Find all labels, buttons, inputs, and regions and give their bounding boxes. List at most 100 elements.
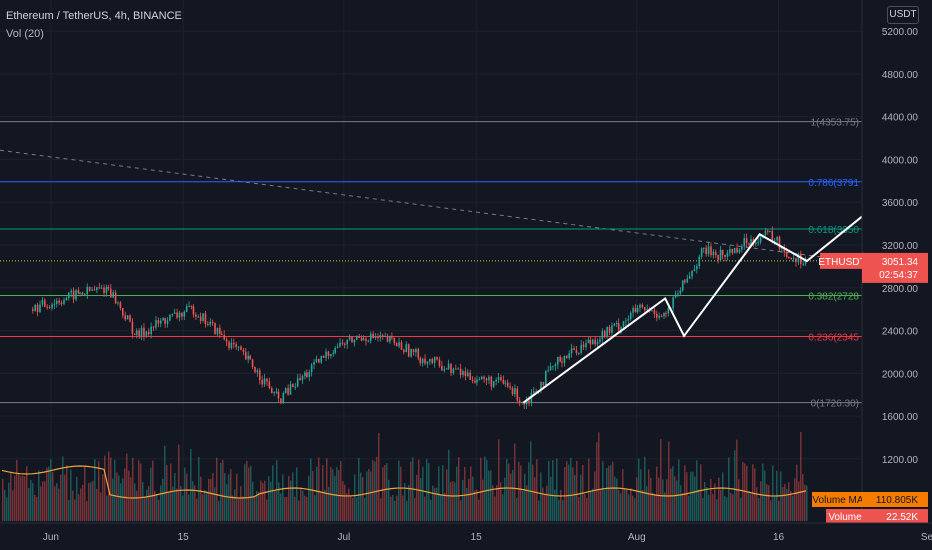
volume-bar [406, 500, 408, 521]
candle-body [192, 306, 195, 315]
volume-bar [662, 479, 664, 521]
volume-bar [24, 476, 26, 521]
volume-bar [688, 495, 690, 521]
candle-body [34, 304, 36, 311]
candle-body [216, 327, 219, 335]
candle-body [358, 336, 360, 338]
volume-bar [66, 465, 68, 521]
volume-bar [396, 495, 398, 521]
candle-body [575, 349, 578, 353]
last-price-box [862, 252, 928, 283]
volume-bar [274, 490, 276, 521]
fib-level-label: 0(1726.30) [811, 399, 859, 410]
volume-bar [398, 460, 400, 521]
candle-body [417, 349, 420, 359]
volume-bar [746, 465, 748, 521]
volume-bar [136, 490, 138, 521]
volume-indicator-label[interactable]: Vol (20) [6, 28, 44, 40]
volume-bar [222, 459, 224, 521]
bar-countdown: 02:54:37 [879, 270, 918, 281]
volume-bar [516, 497, 518, 521]
volume-bar [380, 498, 382, 521]
volume-bar [494, 496, 496, 521]
candle-body [183, 311, 186, 317]
candle-body [39, 304, 41, 313]
volume-bar [790, 490, 792, 521]
candle-body [549, 366, 552, 371]
candle-body [119, 302, 122, 309]
volume-bar [786, 488, 788, 521]
volume-bar [748, 490, 750, 521]
candle-body [634, 308, 637, 312]
candle-body [431, 358, 434, 364]
candle-body [211, 321, 214, 323]
volume-bar [788, 482, 790, 521]
candle-body [585, 343, 587, 347]
price-tick-label: 5200.00 [882, 27, 919, 38]
candle-body [563, 355, 566, 363]
volume-bar [480, 457, 482, 521]
candle-body [386, 336, 389, 342]
volume-bar [102, 473, 104, 521]
currency-button[interactable]: USDT [887, 6, 919, 24]
volume-bar [100, 492, 102, 521]
volume-tag: Volume [828, 512, 862, 523]
volume-ma-tag-bg [812, 492, 864, 507]
candle-body [304, 372, 306, 377]
volume-bar [356, 497, 358, 521]
candle-body [778, 236, 781, 249]
volume-bar [180, 485, 182, 521]
candle-body [188, 305, 190, 307]
symbol-title[interactable]: Ethereum / TetherUS, 4h, BINANCE [6, 10, 182, 22]
volume-bar [200, 476, 202, 521]
candle-body [131, 321, 134, 334]
volume-bar [362, 477, 364, 521]
volume-bar [712, 494, 714, 521]
candle-body [124, 315, 126, 320]
volume-bar [408, 484, 410, 521]
candle-body [325, 351, 327, 358]
candle-body [570, 348, 573, 354]
price-tick-label: 1200.00 [882, 455, 919, 466]
volume-bar [156, 495, 158, 521]
candle-body [88, 286, 91, 291]
volume-bar [300, 487, 302, 521]
volume-bar [196, 498, 198, 521]
volume-bar [146, 489, 148, 521]
volume-bar [656, 466, 658, 521]
candle-body [476, 379, 478, 383]
candle-body [608, 326, 611, 333]
volume-bar [606, 468, 608, 521]
candle-body [143, 327, 145, 336]
volume-bar [698, 489, 700, 521]
candle-body [207, 324, 209, 326]
candle-body [693, 269, 696, 271]
candle-body [374, 337, 377, 339]
candle-body [500, 377, 502, 380]
candle-body [152, 326, 155, 328]
candle-body [270, 387, 273, 394]
price-axis-labels: 1200.00 1600.00 2000.00 2400.00 2800.00 3200.… [882, 27, 919, 466]
volume-bar [678, 459, 680, 521]
volume-bar [690, 471, 692, 521]
candle-body [660, 316, 663, 318]
volume-bar [478, 499, 480, 521]
volume-bar [558, 499, 560, 521]
volume-bar [444, 492, 446, 521]
candle-body [75, 290, 77, 300]
candle-body [96, 287, 98, 291]
volume-bar [628, 494, 630, 521]
candle-body [247, 355, 249, 360]
volume-bar [286, 496, 288, 521]
volume-bar [110, 457, 112, 521]
volume-bar [178, 444, 180, 521]
volume-bar [506, 458, 508, 521]
volume-bar [326, 458, 328, 521]
volume-bar [212, 473, 214, 521]
candle-body [112, 292, 114, 298]
candle-body [686, 278, 689, 283]
candle-body [757, 242, 759, 244]
candle-body [219, 327, 221, 334]
volume-bar [252, 481, 254, 521]
